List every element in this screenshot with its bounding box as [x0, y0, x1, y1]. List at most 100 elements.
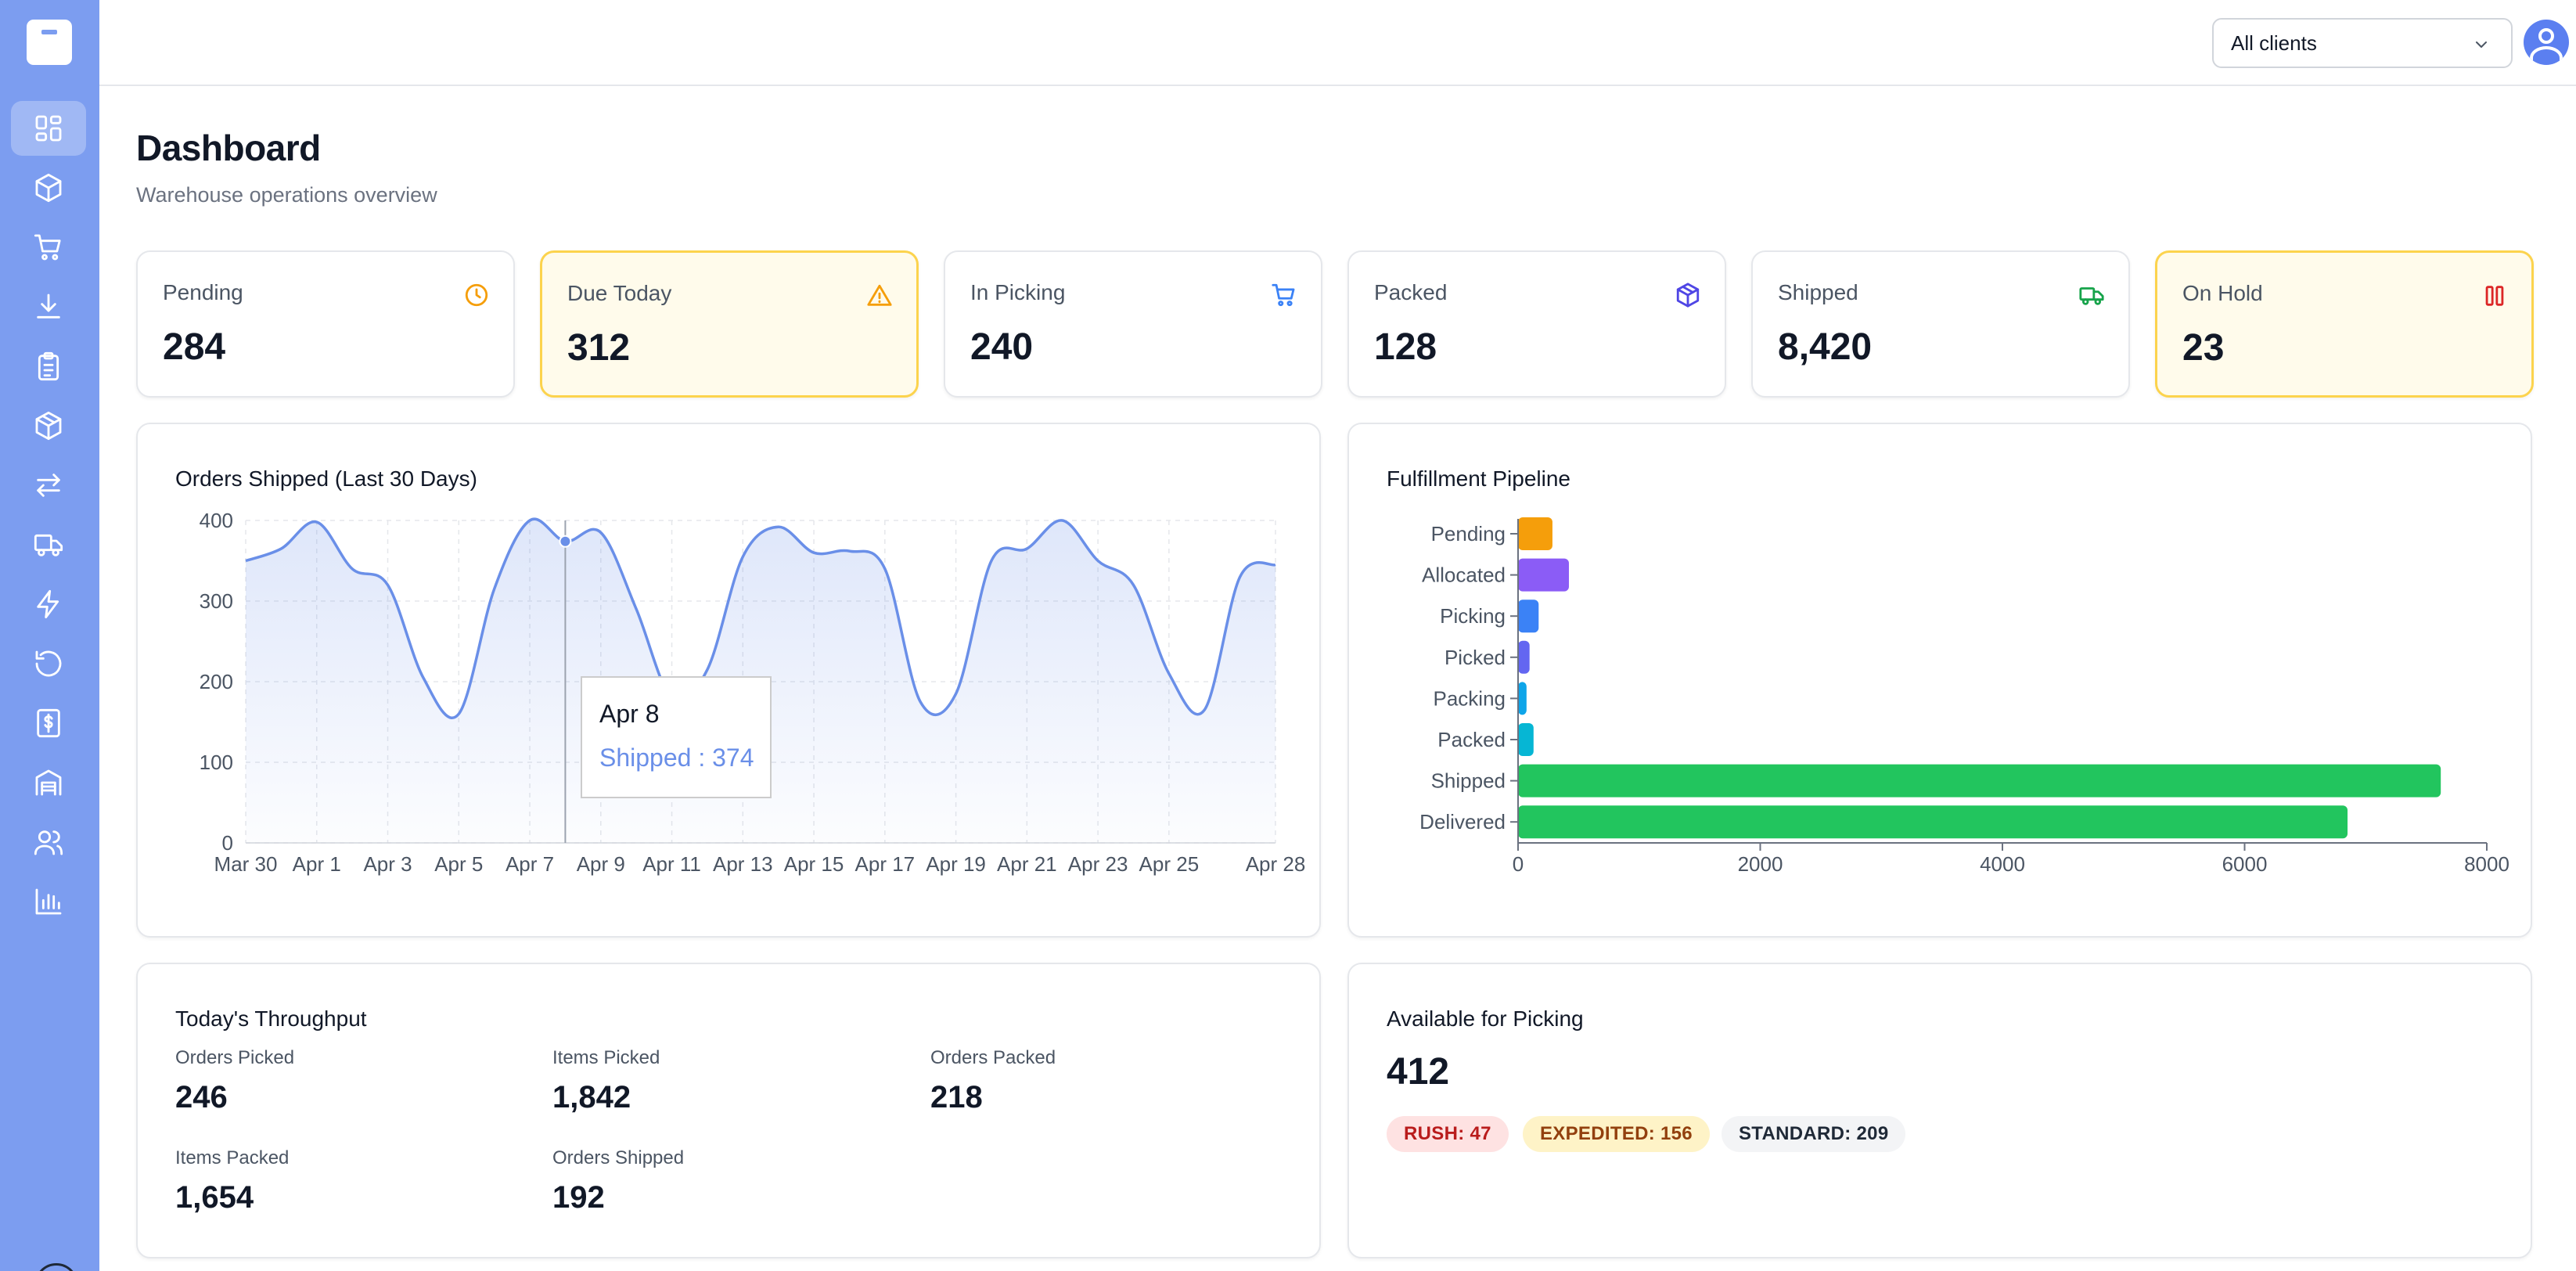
x-tick-label: Apr 15 [784, 852, 844, 876]
chart-tooltip: Apr 8 Shipped : 374 [581, 676, 772, 798]
bar [1518, 764, 2441, 798]
tooltip-value: Shipped : 374 [599, 744, 754, 772]
cart-icon [34, 234, 61, 261]
sidebar-item-products[interactable] [11, 160, 86, 215]
stat-value: 312 [567, 327, 631, 369]
x-tick-label: Mar 30 [214, 852, 278, 876]
stat-label: Packed [1374, 280, 1448, 304]
grid-icon [35, 115, 62, 142]
throughput-title: Today's Throughput [175, 1006, 367, 1031]
metric-label: Items Packed [175, 1147, 290, 1168]
return-icon [35, 650, 62, 677]
x-tick-label: 8000 [2464, 852, 2509, 876]
metric-label: Orders Packed [930, 1047, 1056, 1068]
available-for-picking-panel: Available for Picking 412 RUSH: 47 EXPED… [1347, 963, 2532, 1258]
available-title: Available for Picking [1387, 1006, 1584, 1031]
stat-card-due-today[interactable]: Due Today 312 [540, 250, 919, 398]
page-title: Dashboard [136, 128, 321, 168]
warehouse-icon [35, 769, 62, 796]
y-tick-label: 100 [200, 751, 233, 774]
metric-label: Orders Picked [175, 1047, 295, 1068]
sidebar-item-automation[interactable] [11, 577, 86, 632]
x-tick-label: Apr 25 [1139, 852, 1200, 876]
metric-value: 1,654 [175, 1180, 254, 1215]
fulfillment-pipeline-chart[interactable]: Pending Allocated Picking Picked Packing Pack… [1347, 423, 2532, 938]
app-logo[interactable] [27, 20, 72, 65]
stat-card-in-picking[interactable]: In Picking 240 [944, 250, 1322, 398]
standard-badge: STANDARD: 209 [1722, 1116, 1906, 1152]
y-tick-label: 300 [200, 589, 233, 613]
rush-badge: RUSH: 47 [1387, 1116, 1509, 1152]
warning-icon [866, 283, 893, 309]
category-label: Packed [1437, 728, 1506, 751]
user-avatar[interactable] [2524, 20, 2569, 65]
sidebar-item-shipping[interactable] [11, 517, 86, 572]
expedited-badge: EXPEDITED: 156 [1523, 1116, 1710, 1152]
y-tick-label: 400 [200, 509, 233, 532]
sidebar-item-dashboard[interactable] [11, 101, 86, 156]
clock-icon [463, 282, 490, 308]
bar [1518, 640, 1530, 674]
stat-value: 23 [2182, 327, 2225, 369]
category-label: Shipped [1431, 769, 1506, 793]
stat-card-pending[interactable]: Pending 284 [136, 250, 515, 398]
orders-chart-title: Orders Shipped (Last 30 Days) [175, 466, 477, 491]
stat-value: 284 [163, 326, 226, 368]
stat-label: In Picking [970, 280, 1066, 304]
metric-value: 192 [552, 1180, 605, 1215]
throughput-panel: Today's Throughput Orders Picked 246 Ite… [136, 963, 1321, 1258]
sidebar-item-tasks[interactable] [11, 339, 86, 394]
sidebar-item-returns[interactable] [11, 636, 86, 691]
bar [1518, 517, 1552, 550]
x-tick-label: Apr 13 [713, 852, 773, 876]
bar [1518, 682, 1527, 715]
chevron-down-icon [2476, 41, 2487, 48]
stat-card-packed[interactable]: Packed 128 [1347, 250, 1726, 398]
bar [1518, 805, 2348, 839]
sidebar-item-warehouses[interactable] [11, 755, 86, 810]
client-select-value: All clients [2231, 31, 2317, 55]
sidebar-user-avatar[interactable] [34, 1263, 78, 1271]
download-icon [37, 293, 60, 319]
category-label: Packing [1434, 686, 1506, 710]
x-tick-label: 6000 [2222, 852, 2268, 876]
bar-chart-icon [35, 888, 62, 915]
tooltip-date: Apr 8 [599, 700, 660, 728]
highlight-point [559, 535, 572, 548]
stat-value: 128 [1374, 326, 1437, 368]
category-label: Picked [1445, 646, 1506, 669]
sidebar-item-billing[interactable] [11, 696, 86, 751]
sidebar-item-transfers[interactable] [11, 458, 86, 513]
category-label: Delivered [1419, 810, 1506, 834]
sidebar-item-orders[interactable] [11, 220, 86, 275]
x-tick-label: 4000 [1980, 852, 2025, 876]
sidebar-item-users[interactable] [11, 815, 86, 870]
transfer-icon [37, 473, 60, 497]
x-tick-label: Apr 5 [434, 852, 483, 876]
page-subtitle: Warehouse operations overview [136, 183, 437, 207]
x-tick-label: Apr 7 [505, 852, 554, 876]
sidebar-item-receiving[interactable] [11, 279, 86, 334]
x-tick-label: Apr 17 [855, 852, 916, 876]
x-tick-label: Apr 11 [642, 852, 701, 876]
category-label: Pending [1431, 522, 1506, 545]
stat-value: 8,420 [1778, 326, 1873, 368]
pause-icon [2481, 283, 2508, 309]
sidebar [0, 0, 99, 1271]
x-tick-label: Apr 9 [577, 852, 625, 876]
series-line [245, 517, 1276, 719]
lightning-icon [37, 589, 59, 619]
y-tick-label: 200 [200, 670, 233, 693]
x-tick-label: Apr 3 [363, 852, 412, 876]
stat-card-on-hold[interactable]: On Hold 23 [2155, 250, 2534, 398]
stat-label: Pending [163, 280, 243, 304]
metric-value: 1,842 [552, 1080, 631, 1114]
metric-label: Orders Shipped [552, 1147, 685, 1168]
stat-card-shipped[interactable]: Shipped 8,420 [1751, 250, 2130, 398]
sidebar-item-inventory[interactable] [11, 398, 86, 453]
package-icon [1675, 282, 1701, 308]
available-value: 412 [1387, 1051, 1450, 1093]
sidebar-item-reports[interactable] [11, 874, 86, 929]
client-select[interactable]: All clients [2212, 18, 2513, 68]
